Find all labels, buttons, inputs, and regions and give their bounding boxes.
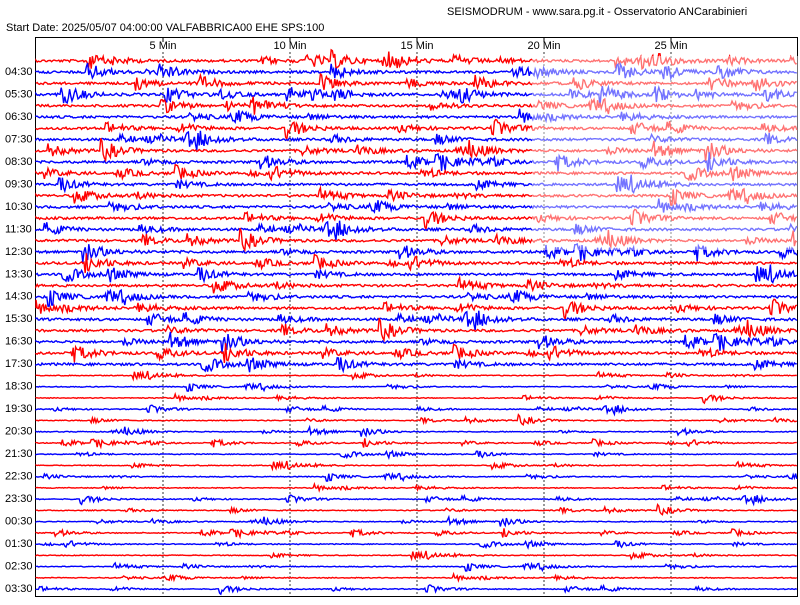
trace [35,84,797,106]
hour-label: 15:30 [5,313,33,325]
trace [35,108,797,125]
trace [35,370,797,382]
trace [35,481,798,493]
trace [35,471,798,483]
hour-label: 17:30 [5,358,33,370]
minute-label: 5 Min [150,40,177,52]
hour-label: 08:30 [5,156,33,168]
trace [35,460,798,472]
trace [35,583,798,596]
minute-label: 20 Min [527,40,560,52]
trace [35,561,797,573]
trace [35,539,797,550]
hour-label: 11:30 [5,223,32,235]
trace [35,437,797,450]
trace [35,449,797,461]
trace [35,514,797,528]
hour-label: 00:30 [5,516,33,528]
hour-label: 09:30 [5,178,33,190]
watermark [532,56,798,250]
hour-label: 06:30 [5,111,33,123]
hour-label: 12:30 [5,246,33,258]
trace [35,118,798,142]
minute-label: 25 Min [654,40,687,52]
hour-label: 14:30 [5,291,33,303]
trace [35,208,798,232]
trace [35,275,798,294]
trace [35,288,798,307]
trace [35,72,797,92]
hour-label: 02:30 [5,561,33,573]
trace [35,264,798,285]
start-info: Start Date: 2025/05/07 04:00:00 VALFABBR… [6,22,324,34]
trace [35,527,797,540]
hour-label: 07:30 [5,133,33,145]
hour-label: 20:30 [5,426,33,438]
hour-label: 22:30 [5,471,33,483]
trace [35,163,798,182]
trace [35,137,798,163]
minute-grid [162,37,672,596]
trace [35,391,798,405]
trace [35,61,798,82]
hour-label: 10:30 [5,201,33,213]
trace [35,152,798,172]
hour-label: 13:30 [5,268,33,280]
trace [35,550,797,562]
trace [35,130,798,151]
hour-label: 04:30 [5,66,33,78]
trace [35,403,798,417]
trace [35,381,797,393]
trace [35,242,798,263]
trace [35,48,797,72]
trace [35,220,798,241]
trace [35,253,798,274]
trace [35,331,798,353]
trace [35,185,798,206]
hour-label: 01:30 [5,538,33,550]
hour-label: 16:30 [5,336,33,348]
traces [35,48,798,596]
hour-label: 21:30 [5,448,33,460]
hour-label: 18:30 [5,381,33,393]
trace [35,356,797,374]
trace [35,96,797,115]
header-title: SEISMODRUM - www.sara.pg.it - Osservator… [447,6,747,18]
trace [35,298,798,322]
hour-label: 03:30 [5,583,33,595]
trace [35,493,797,507]
hour-label: 23:30 [5,493,33,505]
trace [35,227,798,253]
trace [35,174,798,195]
trace [35,198,798,214]
hour-label: 05:30 [5,88,33,100]
minute-label: 15 Min [400,40,433,52]
trace [35,571,798,583]
trace [35,310,798,331]
hour-label: 19:30 [5,403,33,415]
trace [35,413,798,427]
minute-label: 10 Min [273,40,306,52]
trace [35,343,798,363]
trace [35,317,798,343]
trace [35,424,797,438]
trace [35,502,797,516]
